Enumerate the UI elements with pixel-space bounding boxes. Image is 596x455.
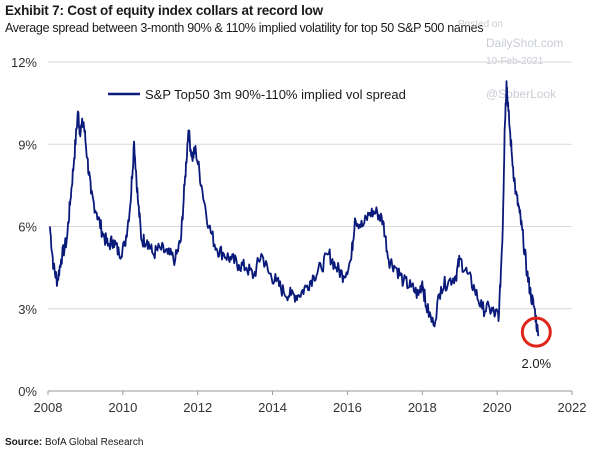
x-tick-label: 2016 xyxy=(333,400,362,415)
x-tick-label: 2012 xyxy=(183,400,212,415)
series-group xyxy=(49,80,540,337)
y-tick-label: 6% xyxy=(18,220,37,235)
x-axis-ticks: 2008 2010 2012 2014 2016 2018 2020 2022 xyxy=(34,391,587,415)
source-text: BofA Global Research xyxy=(45,437,144,448)
highlight-circle xyxy=(520,316,552,348)
y-tick-label: 12% xyxy=(11,55,37,70)
y-tick-label: 0% xyxy=(18,384,37,399)
legend: S&P Top50 3m 90%-110% implied vol spread xyxy=(108,87,406,102)
annotation-label: 2.0% xyxy=(521,356,551,371)
y-axis-ticks: 0% 3% 6% 9% 12% xyxy=(11,55,37,399)
x-tick-label: 2008 xyxy=(34,400,63,415)
y-tick-label: 9% xyxy=(18,137,37,152)
chart-title: Exhibit 7: Cost of equity index collars … xyxy=(5,3,323,18)
watermark-handle: @SoberLook xyxy=(486,87,557,101)
legend-label: S&P Top50 3m 90%-110% implied vol spread xyxy=(145,87,406,102)
source-label: Source: xyxy=(5,437,43,448)
watermark-site: DailyShot.com xyxy=(486,36,564,50)
gridlines xyxy=(48,61,572,392)
series-line xyxy=(49,80,540,337)
x-tick-label: 2022 xyxy=(558,400,587,415)
x-tick-label: 2014 xyxy=(258,400,287,415)
x-tick-label: 2018 xyxy=(408,400,437,415)
x-tick-label: 2020 xyxy=(483,400,512,415)
y-tick-label: 3% xyxy=(18,302,37,317)
chart-subtitle: Average spread between 3-month 90% & 110… xyxy=(5,21,484,35)
x-tick-label: 2010 xyxy=(108,400,137,415)
annotation-group: 2.0% xyxy=(520,316,552,371)
watermark-posted: Posted on xyxy=(458,19,504,30)
source-note: Source: BofA Global Research xyxy=(5,437,143,448)
